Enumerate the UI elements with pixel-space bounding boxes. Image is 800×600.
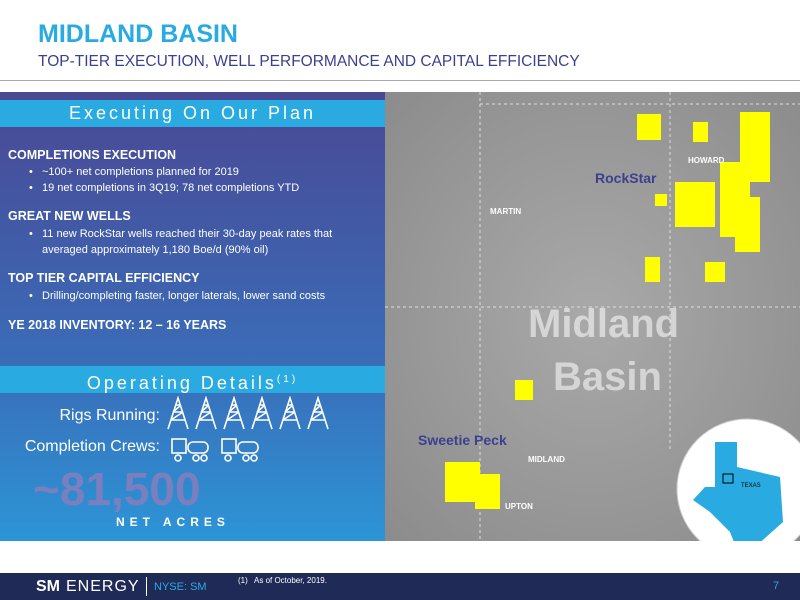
operating-heading: Operating Details(1): [0, 366, 385, 393]
area-label: Sweetie Peck: [418, 432, 507, 448]
title: MIDLAND BASIN: [38, 20, 238, 48]
texas-shape: [693, 442, 783, 541]
county-lines: [385, 92, 800, 541]
map: HOWARD MARTIN MIDLAND UPTON RockStar Swe…: [385, 92, 800, 541]
inset-box: [722, 473, 734, 484]
footer: SM ENERGY NYSE: SM (1) As of October, 20…: [0, 573, 800, 600]
section-title: TOP TIER CAPITAL EFFICIENCY: [8, 271, 200, 285]
bullet: Drilling/completing faster, longer later…: [29, 288, 372, 304]
bullet: 19 net completions in 3Q19; 78 net compl…: [29, 180, 372, 196]
rigs-label: Rigs Running:: [59, 407, 161, 424]
acreage: ~81,500: [33, 463, 201, 515]
crews-label: Completion Crews:: [24, 438, 160, 455]
heading-text: Operating Details: [86, 373, 277, 393]
logo-bold: SM: [36, 578, 60, 595]
footnote: (1) As of October, 2019.: [238, 576, 327, 585]
section-title: YE 2018 INVENTORY: 12 – 16 YEARS: [8, 318, 227, 332]
icons: [167, 396, 329, 462]
section-title: COMPLETIONS EXECUTION: [8, 148, 177, 162]
truck-icons: [171, 438, 259, 462]
footnote-mark: (1): [276, 374, 299, 385]
subtitle: TOP-TIER EXECUTION, WELL PERFORMANCE AND…: [38, 53, 580, 70]
county-label: UPTON: [505, 502, 533, 511]
acreage-blocks: [445, 112, 770, 509]
page-number: 7: [772, 580, 780, 592]
divider: [146, 577, 147, 596]
acreage-label: NET ACRES: [116, 515, 230, 529]
area-label: RockStar: [595, 170, 657, 186]
rule: [0, 80, 800, 81]
bullet: 11 new RockStar wells reached their 30-d…: [29, 226, 372, 258]
rig-icons: [167, 396, 329, 430]
section-title: GREAT NEW WELLS: [8, 209, 131, 223]
inset-label: TEXAS: [741, 483, 761, 489]
county-label: MARTIN: [490, 207, 521, 216]
logo-light: ENERGY: [66, 578, 140, 595]
watermark: Basin: [553, 355, 662, 399]
county-label: HOWARD: [688, 156, 725, 165]
bullet: ~100+ net completions planned for 2019: [29, 164, 372, 180]
county-label: MIDLAND: [528, 455, 565, 464]
plan-heading: Executing On Our Plan: [0, 100, 385, 127]
watermark: Midland: [528, 302, 679, 346]
ticker: NYSE: SM: [154, 581, 207, 593]
